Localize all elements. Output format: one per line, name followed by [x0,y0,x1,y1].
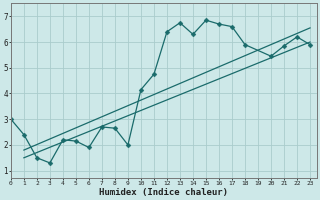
X-axis label: Humidex (Indice chaleur): Humidex (Indice chaleur) [99,188,228,197]
